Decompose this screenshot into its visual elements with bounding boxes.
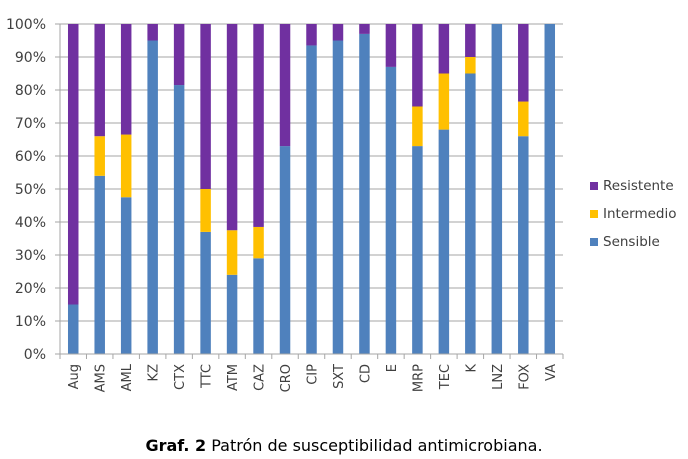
- bar-resistente-caz: [253, 24, 264, 227]
- bar-resistente-cip: [306, 24, 317, 46]
- bar-resistente-aml: [120, 24, 132, 135]
- y-tick-label: 100%: [6, 17, 46, 33]
- x-tick-label: CIP: [306, 364, 321, 385]
- legend-item-resistente: Resistente: [590, 172, 677, 200]
- bar-resistente-ttc: [200, 24, 211, 189]
- legend-label: Resistente: [603, 178, 674, 194]
- x-tick-label: MRP: [411, 364, 426, 392]
- legend-swatch-resistente: [590, 182, 598, 190]
- bar-resistente-cro: [279, 24, 291, 147]
- x-tick-label: VA: [544, 364, 559, 381]
- legend-label: Intermedio: [603, 206, 677, 222]
- bar-intermedio-atm: [226, 230, 238, 275]
- x-tick-label: CAZ: [253, 364, 268, 391]
- bar-sensible-cro: [279, 146, 291, 354]
- figure-caption: Graf. 2 Patrón de susceptibilidad antimi…: [0, 436, 688, 455]
- bar-resistente-sxt: [332, 24, 344, 41]
- bar-intermedio-k: [465, 57, 476, 74]
- bar-resistente-fox: [518, 24, 529, 102]
- bar-intermedio-aml: [120, 134, 132, 198]
- y-tick-label: 80%: [15, 83, 46, 99]
- bar-sensible-fox: [518, 136, 529, 354]
- legend-item-sensible: Sensible: [590, 228, 677, 256]
- bar-resistente-ams: [94, 24, 105, 137]
- y-tick-label: 90%: [15, 50, 46, 66]
- y-tick-label: 40%: [15, 215, 46, 231]
- bar-resistente-cd: [359, 24, 370, 34]
- axes: [59, 24, 564, 359]
- bar-sensible-ams: [94, 175, 105, 354]
- stacked-bar-chart: 0% 10% 20% 30% 40% 50% 60% 70% 80% 90% 100% Aug AMS…: [6, 17, 564, 392]
- legend-swatch-intermedio: [590, 210, 598, 218]
- x-tick-label: TEC: [438, 364, 453, 390]
- y-tick-label: 70%: [15, 116, 46, 132]
- bar-sensible-caz: [253, 258, 264, 354]
- y-tick-label: 0%: [24, 347, 46, 363]
- legend-swatch-sensible: [590, 238, 598, 246]
- bar-resistente-k: [465, 24, 476, 57]
- bar-sensible-tec: [438, 129, 450, 354]
- x-tick-label: FOX: [517, 364, 532, 390]
- bar-intermedio-ams: [94, 136, 105, 176]
- bar-sensible-aml: [120, 197, 132, 354]
- legend: Resistente Intermedio Sensible: [590, 172, 677, 256]
- y-tick-label: 50%: [15, 182, 46, 198]
- bar-intermedio-fox: [518, 101, 529, 137]
- bars: [67, 24, 556, 355]
- x-tick-label: TTC: [200, 364, 215, 389]
- bar-intermedio-caz: [253, 226, 264, 259]
- bar-intermedio-ttc: [200, 189, 211, 232]
- y-tick-label: 10%: [15, 314, 46, 330]
- bar-resistente-tec: [438, 24, 450, 74]
- caption-label: Graf. 2: [145, 436, 207, 455]
- x-tick-label: Aug: [67, 364, 82, 389]
- bar-sensible-lnz: [491, 24, 503, 354]
- x-tick-label: AMS: [94, 364, 109, 392]
- y-tick-label: 20%: [15, 281, 46, 297]
- bar-sensible-ttc: [200, 231, 211, 354]
- bar-sensible-e: [385, 66, 397, 355]
- x-tick-label: AML: [120, 363, 135, 391]
- bar-resistente-kz: [147, 24, 158, 41]
- bar-sensible-ctx: [173, 85, 185, 355]
- bar-sensible-va: [544, 24, 556, 354]
- bar-sensible-cd: [359, 33, 370, 355]
- legend-item-intermedio: Intermedio: [590, 200, 677, 228]
- y-tick-label: 30%: [15, 248, 46, 264]
- legend-label: Sensible: [603, 234, 660, 250]
- x-tick-label: CD: [358, 364, 373, 383]
- x-axis-ticks: Aug AMS AML KZ CTX TTC ATM CAZ CRO CIP SXT CD E MRP TE…: [67, 363, 559, 392]
- bar-resistente-e: [385, 24, 397, 67]
- x-tick-label: SXT: [332, 364, 347, 389]
- y-tick-label: 60%: [15, 149, 46, 165]
- x-tick-label: LNZ: [491, 364, 506, 390]
- y-axis-ticks: 0% 10% 20% 30% 40% 50% 60% 70% 80% 90% 100%: [6, 17, 46, 363]
- x-tick-label: KZ: [147, 364, 162, 382]
- bar-resistente-atm: [226, 24, 238, 231]
- bar-sensible-atm: [226, 274, 238, 354]
- bar-intermedio-tec: [438, 73, 450, 130]
- x-tick-label: ATM: [226, 364, 241, 391]
- bar-intermedio-mrp: [412, 106, 423, 147]
- bar-resistente-ctx: [173, 24, 185, 86]
- caption-text: Patrón de susceptibilidad antimicrobiana…: [206, 436, 543, 455]
- bar-sensible-sxt: [332, 40, 344, 354]
- bar-sensible-k: [465, 73, 476, 354]
- bar-sensible-mrp: [412, 146, 423, 354]
- bar-sensible-aug: [67, 304, 79, 354]
- x-tick-label: K: [464, 364, 479, 373]
- x-tick-label: CTX: [173, 364, 188, 390]
- x-tick-label: E: [385, 364, 400, 372]
- bar-sensible-cip: [306, 45, 317, 354]
- bar-resistente-aug: [67, 24, 79, 305]
- bar-resistente-mrp: [412, 24, 423, 107]
- x-tick-label: CRO: [279, 364, 294, 392]
- bar-sensible-kz: [147, 40, 158, 354]
